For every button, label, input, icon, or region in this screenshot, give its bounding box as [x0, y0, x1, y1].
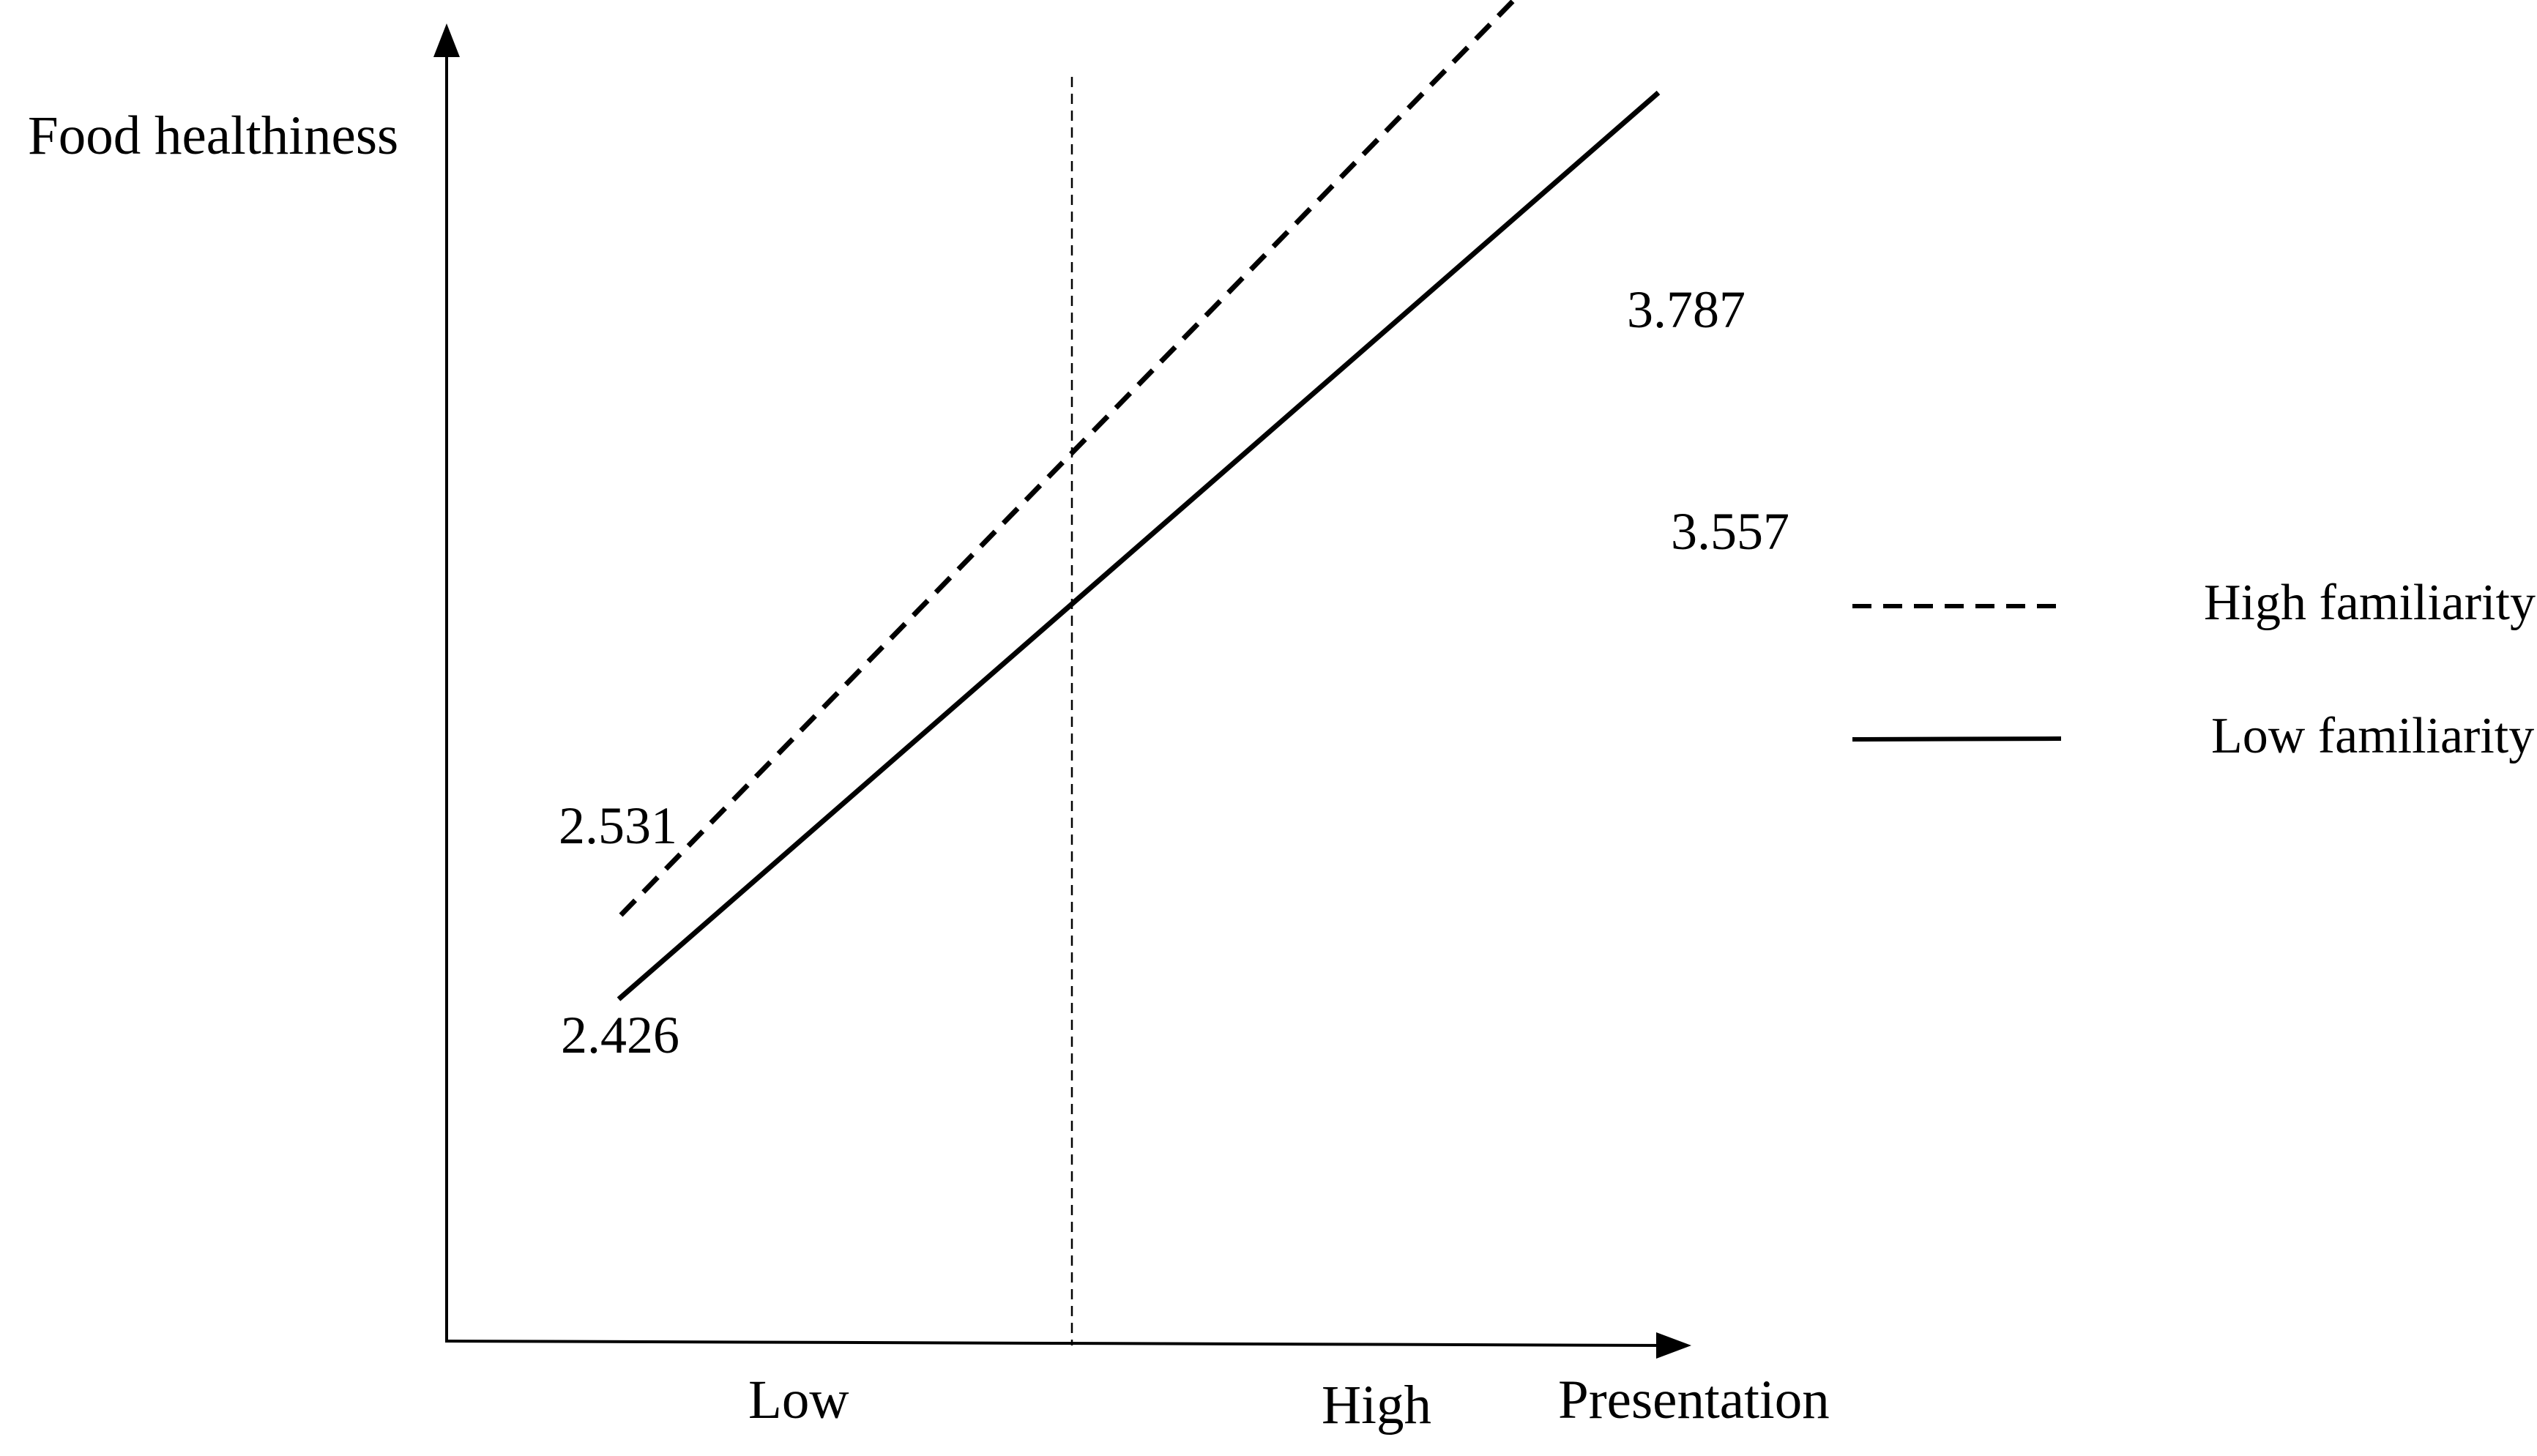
data-label-low-familiarity-high: 3.557	[1671, 502, 1789, 561]
y-axis-arrowhead	[433, 23, 460, 57]
data-label-high-familiarity-high: 3.787	[1627, 280, 1746, 339]
x-axis-line	[444, 1340, 1670, 1347]
data-label-low-familiarity-low: 2.426	[561, 1006, 679, 1064]
x-tick-label-high: High	[1322, 1375, 1431, 1436]
legend: High familiarity Low familiarity	[1852, 575, 2536, 764]
x-tick-label-low: Low	[748, 1370, 849, 1430]
series-line-low-familiarity	[616, 90, 1661, 1001]
x-axis-title: Presentation	[1558, 1370, 1830, 1430]
data-label-high-familiarity-low: 2.531	[559, 796, 677, 855]
y-axis-title: Food healthiness	[28, 105, 398, 166]
legend-label-high-familiarity: High familiarity	[2204, 575, 2536, 631]
series-line-high-familiarity	[619, 0, 1518, 917]
x-axis-arrowhead	[1656, 1332, 1691, 1359]
legend-label-low-familiarity: Low familiarity	[2211, 708, 2534, 764]
